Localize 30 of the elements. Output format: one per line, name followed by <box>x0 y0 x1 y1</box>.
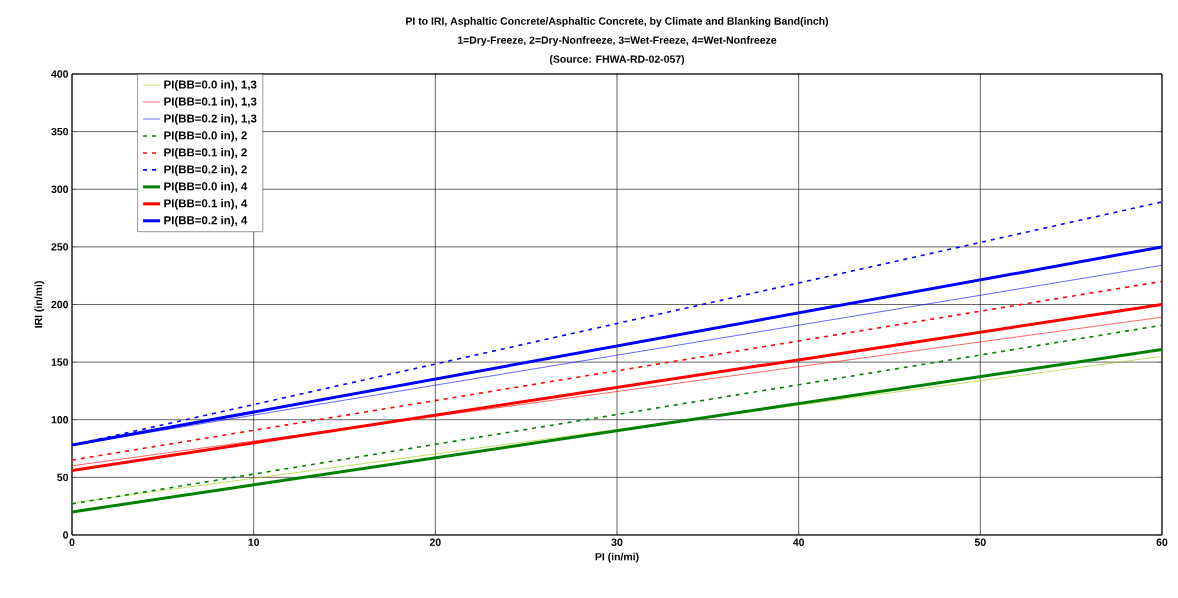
y-tick-label: 400 <box>51 70 69 78</box>
chart-subtitle: 1=Dry-Freeze, 2=Dry-Nonfreeze, 3=Wet-Freeze, 4=Wet-Nonfreeze <box>457 36 777 46</box>
x-tick-label: 50 <box>974 538 986 546</box>
x-tick-label: 40 <box>793 538 805 546</box>
x-tick-label: 10 <box>248 538 260 546</box>
legend-label: PI(BB=0.1 in), 1,3 <box>164 97 257 108</box>
y-tick-label: 0 <box>63 531 69 539</box>
y-tick-label: 150 <box>51 358 69 366</box>
y-tick-label: 350 <box>51 127 69 136</box>
y-axis-title: IRI (in/mi) <box>34 281 45 328</box>
text: (Source: FHWA-RD-02-057) <box>549 55 685 65</box>
x-tick-label: 0 <box>69 538 75 546</box>
x-tick-label: 20 <box>429 538 441 546</box>
y-tick-label: 100 <box>51 416 69 424</box>
y-tick-label: 200 <box>51 300 69 309</box>
y-tick-label: 50 <box>57 473 69 482</box>
legend-label: PI(BB=0.2 in), 4 <box>164 215 248 227</box>
y-tick-label: 300 <box>51 185 69 193</box>
legend-label: PI(BB=0.0 in), 1,3 <box>164 80 257 91</box>
legend-label: PI(BB=0.0 in), 4 <box>164 181 248 193</box>
y-tick-label: 250 <box>51 243 69 251</box>
legend-label: PI(BB=0.2 in), 2 <box>164 165 247 176</box>
legend-label: PI(BB=0.2 in), 1,3 <box>164 114 257 125</box>
legend-label: PI(BB=0.1 in), 2 <box>164 148 247 159</box>
legend-label: PI(BB=0.0 in), 2 <box>164 131 247 142</box>
x-axis-title: PI (in/mi) <box>595 552 639 563</box>
chart-title: PI to IRI, Asphaltic Concrete/Asphaltic Concrete, by Climate and Blanking Band(inch) <box>406 17 829 27</box>
x-tick-label: 60 <box>1156 538 1168 546</box>
x-tick-label: 30 <box>611 538 623 546</box>
legend-label: PI(BB=0.1 in), 4 <box>164 198 248 210</box>
